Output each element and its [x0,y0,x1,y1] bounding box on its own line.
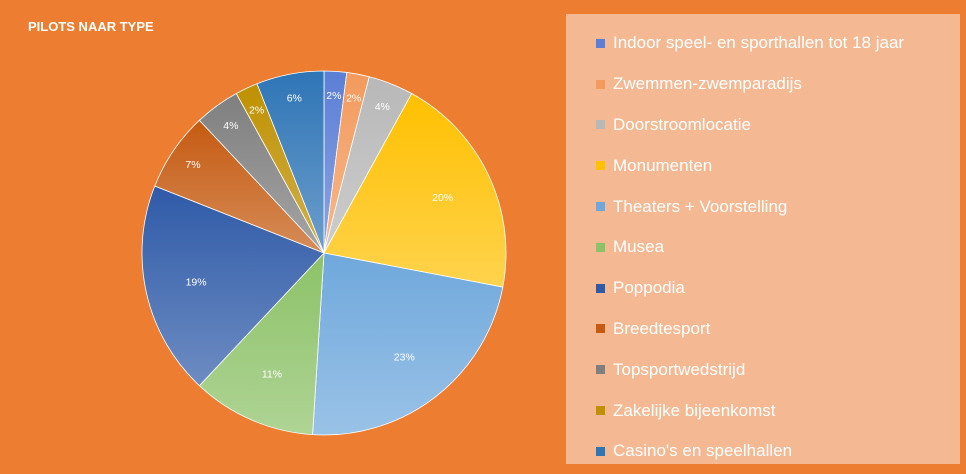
pie-slice-5 [312,252,504,436]
legend-item: Breedtesport [596,309,960,350]
legend-swatch [596,79,605,89]
pie-slice-11 [256,70,325,254]
legend-swatch [596,283,605,293]
legend-swatch [596,365,605,375]
legend-label: Zwemmen-zwemparadijs [613,74,802,94]
legend-swatch [596,161,605,171]
legend-swatch [596,202,605,212]
slice-label-9: 4% [223,120,238,132]
slice-label-6: 11% [262,368,282,380]
legend-label: Monumenten [613,155,713,175]
slice-label-1: 2% [326,90,341,102]
legend-label: Musea [613,237,665,257]
pie-chart: 2% 2% 4% 20% 23% 11% 19% 7% 4% 2% 6% [141,70,507,436]
legend-swatch [596,38,605,48]
legend-item: Indoor speel- en sporthallen tot 18 jaar [596,23,960,64]
legend-item: Theaters + Voorstelling [596,186,960,227]
legend-label: Indoor speel- en sporthallen tot 18 jaar [613,33,905,53]
legend-label: Topsportwedstrijd [613,359,746,379]
legend-label: Zakelijke bijeenkomst [613,400,776,420]
slice-label-3: 4% [375,101,390,113]
slice-label-10: 2% [249,105,264,117]
legend-label: Theaters + Voorstelling [613,196,788,216]
legend-swatch [596,406,605,416]
legend-label: Poppodia [613,278,685,298]
legend-item: Musea [596,227,960,268]
pie-slice-7 [141,185,325,387]
legend-swatch [596,120,605,130]
legend-item: Casino's en speelhallen [596,431,960,472]
legend-item: Doorstroomlocatie [596,105,960,146]
legend-item: Topsportwedstrijd [596,349,960,390]
legend-item: Poppodia [596,268,960,309]
slice-label-7: 19% [186,277,207,289]
legend-label: Doorstroomlocatie [613,114,751,134]
legend-item: Monumenten [596,145,960,186]
legend-swatch [596,324,605,334]
slice-label-4: 20% [432,192,453,204]
legend-label: Breedtesport [613,318,711,338]
legend: Indoor speel- en sporthallen tot 18 jaar… [566,14,960,464]
legend-swatch [596,446,605,456]
pie-slice-6 [198,251,325,436]
chart-title: PILOTS NAAR TYPE [28,19,154,34]
slice-label-2: 2% [346,93,361,105]
slice-label-8: 7% [185,159,200,171]
legend-swatch [596,242,605,252]
slice-label-5: 23% [394,352,415,364]
slice-label-11: 6% [287,93,302,105]
pie-slice-4 [323,92,507,288]
legend-label: Casino's en speelhallen [613,441,793,461]
legend-item: Zakelijke bijeenkomst [596,390,960,431]
legend-item: Zwemmen-zwemparadijs [596,64,960,105]
